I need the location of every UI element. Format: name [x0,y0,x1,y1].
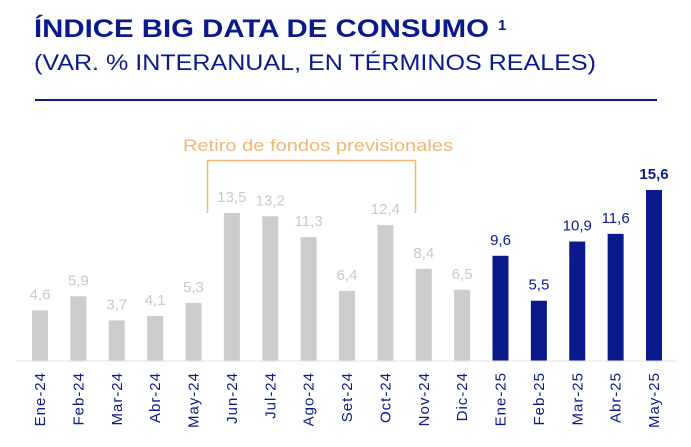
value-label-Ene-24: 4,6 [30,287,51,304]
value-label-Mar-24: 3,7 [106,296,127,313]
bar-Nov-24 [415,268,432,361]
bar-Set-24 [339,290,355,361]
bar-Feb-25 [530,300,547,361]
x-tick-label-Feb-25: Feb-25 [531,372,548,426]
bar-Feb-24 [70,296,87,361]
value-label-Ene-25: 9,6 [490,232,511,249]
x-tick-label-Jul-24: Jul-24 [262,372,279,419]
x-tick-label-Set-24: Set-24 [339,372,356,422]
annotation-bracket [206,159,417,213]
value-label-Jun-24: 13,5 [217,189,246,206]
bar-Mar-24 [108,320,125,361]
value-label-Jul-24: 13,2 [256,192,285,209]
x-tick-label-Jun-24: Jun-24 [224,372,241,424]
bar-Mar-25 [569,241,586,361]
bar-Abr-24 [147,316,164,361]
x-tick-label-Abr-24: Abr-24 [147,372,164,423]
x-tick-label-Nov-24: Nov-24 [416,372,433,426]
bar-Abr-25 [607,233,624,361]
chart-subtitle: (VAR. % INTERANUAL, EN TÉRMINOS REALES) [34,50,596,75]
bar-Oct-24 [377,225,394,361]
value-label-Ago-24: 11,3 [295,213,323,230]
value-label-Nov-24: 8,4 [413,245,434,262]
x-tick-label-May-24: May-24 [186,372,203,428]
x-tick-label-Ago-24: Ago-24 [301,372,318,426]
bar-Jun-24 [223,213,240,361]
value-label-Oct-24: 12,4 [371,201,400,218]
bar-Ene-25 [492,255,509,361]
value-label-May-25: 15,6 [639,166,668,183]
value-label-Feb-25: 5,5 [528,277,549,294]
x-tick-label-Oct-24: Oct-24 [377,372,394,423]
value-label-Feb-24: 5,9 [68,272,89,289]
bar-Jul-24 [262,216,279,361]
x-tick-label-Ene-24: Ene-24 [32,372,49,426]
bar-May-24 [185,302,202,361]
x-tick-label-Dic-24: Dic-24 [454,372,471,421]
value-label-Set-24: 6,4 [337,267,358,284]
value-label-Mar-25: 10,9 [563,218,592,235]
value-label-Abr-24: 4,1 [145,292,166,309]
x-tick-label-Ene-25: Ene-25 [493,372,510,426]
chart-title: ÍNDICE BIG DATA DE CONSUMO [34,14,489,43]
x-tick-label-May-25: May-25 [646,372,663,428]
annotation-label: Retiro de fondos previsionales [183,136,453,155]
value-label-Dic-24: 6,5 [452,266,473,283]
x-tick-label-Mar-24: Mar-24 [109,372,126,426]
value-label-May-24: 5,3 [183,279,204,296]
bar-Dic-24 [454,289,471,361]
x-tick-label-Mar-25: Mar-25 [569,372,586,426]
bar-Ago-24 [300,237,317,361]
title-footnote: 1 [498,17,506,34]
x-tick-label-Feb-24: Feb-24 [70,372,87,426]
x-tick-label-Abr-25: Abr-25 [608,372,625,423]
value-label-Abr-25: 11,6 [602,210,630,227]
bar-May-25 [646,190,662,361]
bar-Ene-24 [32,310,48,361]
